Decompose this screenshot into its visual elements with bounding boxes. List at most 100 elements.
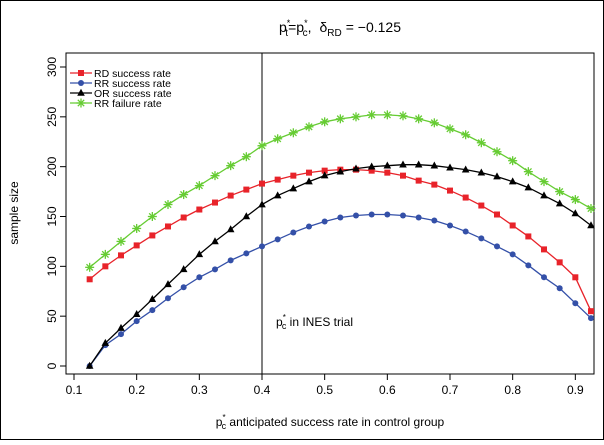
data-point-rd-success-rate <box>196 206 203 213</box>
data-point-or-success-rate <box>571 209 580 217</box>
x-tick-label: 0.9 <box>567 383 584 397</box>
y-tick-label: 150 <box>45 206 59 226</box>
y-axis-title: sample size <box>7 181 21 245</box>
data-point-rr-success-rate <box>353 212 359 219</box>
legend-item-rd-success-rate: RD success rate <box>70 68 171 80</box>
data-point-rr-failure-rate <box>429 118 439 128</box>
data-point-or-success-rate <box>508 177 517 185</box>
data-point-rr-failure-rate <box>508 156 518 166</box>
data-point-rd-success-rate <box>321 167 328 174</box>
data-point-rr-success-rate <box>556 285 563 292</box>
y-tick-label: 300 <box>45 57 59 77</box>
legend-swatch-marker <box>76 98 86 108</box>
data-point-rr-failure-rate <box>367 110 377 120</box>
data-point-rr-failure-rate <box>194 181 204 191</box>
x-tick-label: 0.6 <box>379 383 396 397</box>
legend-item-rr-failure-rate: RR failure rate <box>70 98 162 110</box>
data-point-rr-success-rate <box>368 211 375 218</box>
legend-swatch-marker <box>77 88 85 96</box>
data-point-or-success-rate <box>85 361 94 369</box>
x-tick-label: 0.1 <box>66 383 83 397</box>
data-point-or-success-rate <box>101 338 110 346</box>
data-point-rd-success-rate <box>588 308 594 315</box>
data-point-or-success-rate <box>524 183 533 191</box>
data-point-rr-success-rate <box>227 257 234 264</box>
y-tick-label: 0 <box>45 362 59 369</box>
data-point-rr-failure-rate <box>398 111 408 121</box>
series-rd-success-rate <box>86 166 594 315</box>
data-point-or-success-rate <box>289 184 298 192</box>
data-point-or-success-rate <box>164 280 172 288</box>
data-point-rr-success-rate <box>400 212 406 219</box>
data-point-rr-success-rate <box>431 217 438 224</box>
data-point-or-success-rate <box>242 212 251 220</box>
data-point-or-success-rate <box>179 265 188 273</box>
x-tick-label: 0.8 <box>504 383 521 397</box>
data-point-or-success-rate <box>211 237 219 245</box>
data-point-rd-success-rate <box>541 246 547 253</box>
legend-label: RD success rate <box>94 68 171 80</box>
y-tick-label: 100 <box>45 256 59 276</box>
data-point-rr-failure-rate <box>335 114 345 124</box>
data-point-rr-success-rate <box>243 250 250 257</box>
data-point-or-success-rate <box>305 177 313 185</box>
data-point-or-success-rate <box>446 163 454 171</box>
data-point-rr-success-rate <box>462 228 469 235</box>
data-point-rd-success-rate <box>227 192 234 199</box>
data-point-rd-success-rate <box>212 199 218 206</box>
data-point-rd-success-rate <box>306 169 312 176</box>
data-point-rr-success-rate <box>321 218 328 225</box>
data-point-or-success-rate <box>117 323 125 331</box>
series-or-success-rate <box>85 160 595 369</box>
data-point-or-success-rate <box>493 172 501 180</box>
series-line-or-success-rate <box>89 164 592 367</box>
data-point-rd-success-rate <box>368 167 375 174</box>
data-point-or-success-rate <box>414 160 423 168</box>
data-point-rr-failure-rate <box>163 200 173 210</box>
data-point-rr-failure-rate <box>539 177 549 187</box>
x-tick-label: 0.7 <box>442 383 459 397</box>
data-point-rr-success-rate <box>306 223 312 230</box>
data-point-rd-success-rate <box>118 252 124 259</box>
data-point-rr-failure-rate <box>586 204 596 214</box>
x-tick-label: 0.4 <box>254 383 271 397</box>
data-point-rr-failure-rate <box>445 124 455 134</box>
data-point-rr-failure-rate <box>555 187 565 197</box>
data-point-rr-failure-rate <box>210 171 220 181</box>
data-point-rr-success-rate <box>196 274 203 281</box>
data-point-rd-success-rate <box>102 263 109 270</box>
series-line-rr-failure-rate <box>89 114 592 268</box>
chart-title: p* t=p* c, δRD = −0.125 <box>279 18 401 39</box>
data-point-or-success-rate <box>540 191 548 199</box>
data-point-rd-success-rate <box>400 172 406 179</box>
data-point-or-success-rate <box>367 162 376 170</box>
data-point-rr-failure-rate <box>414 114 424 124</box>
data-point-or-success-rate <box>430 161 439 169</box>
data-point-rr-failure-rate <box>85 262 95 272</box>
data-point-rr-failure-rate <box>288 128 298 138</box>
data-point-rr-failure-rate <box>476 138 486 148</box>
data-point-rr-success-rate <box>541 274 547 281</box>
data-point-rr-failure-rate <box>241 152 251 162</box>
data-point-rd-success-rate <box>494 211 500 218</box>
data-point-rd-success-rate <box>290 172 297 179</box>
data-point-or-success-rate <box>383 161 392 169</box>
data-point-rr-success-rate <box>259 243 265 250</box>
data-point-rd-success-rate <box>509 222 516 229</box>
data-point-rr-success-rate <box>384 211 391 218</box>
data-point-rr-failure-rate <box>461 130 471 140</box>
data-point-rd-success-rate <box>415 177 422 184</box>
data-point-rd-success-rate <box>86 276 93 283</box>
y-tick-label: 50 <box>45 309 59 323</box>
data-point-rr-failure-rate <box>226 161 236 171</box>
data-point-rd-success-rate <box>447 187 453 194</box>
data-point-or-success-rate <box>320 171 329 179</box>
data-point-rd-success-rate <box>133 242 140 249</box>
x-tick-label: 0.5 <box>316 383 333 397</box>
data-point-rr-success-rate <box>478 235 485 242</box>
data-point-rr-success-rate <box>525 262 532 269</box>
y-tick-label: 250 <box>45 107 59 127</box>
data-point-rr-success-rate <box>337 214 344 221</box>
legend-swatch-marker <box>78 80 84 86</box>
